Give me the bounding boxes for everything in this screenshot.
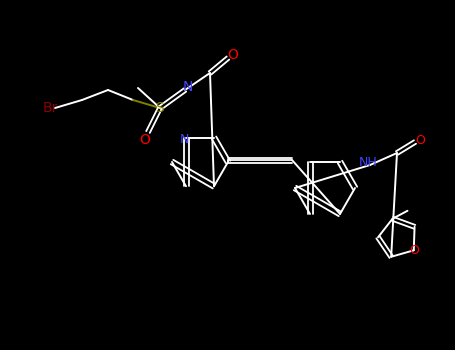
Text: Br: Br bbox=[42, 101, 58, 115]
Text: O: O bbox=[140, 133, 151, 147]
Text: O: O bbox=[409, 244, 419, 257]
Text: NH: NH bbox=[359, 156, 377, 169]
Text: O: O bbox=[415, 133, 425, 147]
Text: N: N bbox=[179, 133, 189, 146]
Text: S: S bbox=[156, 101, 164, 115]
Text: O: O bbox=[228, 48, 238, 62]
Text: N: N bbox=[183, 80, 193, 94]
